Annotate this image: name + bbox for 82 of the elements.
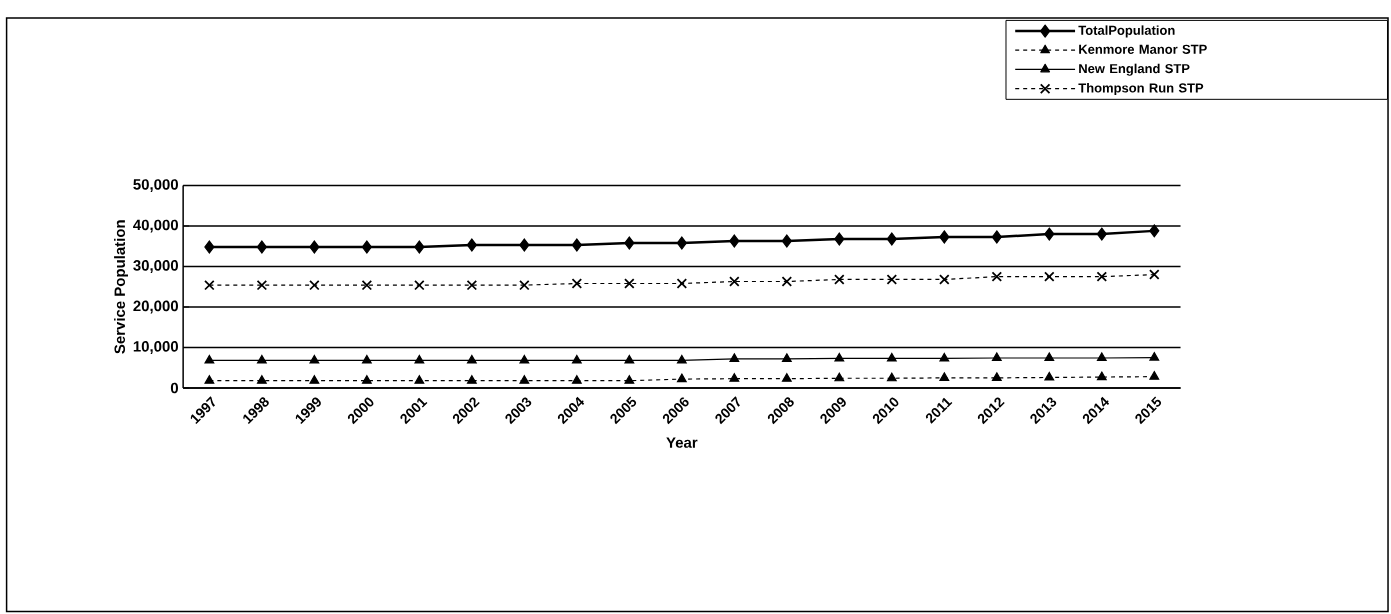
point [729,372,740,382]
y-tick-label: 10,000 [133,340,178,354]
point [1044,352,1055,361]
point [729,234,740,248]
y-tick-label: 50,000 [133,178,178,192]
y-tick-label: 20,000 [133,300,178,314]
point [991,230,1002,244]
point [939,230,950,244]
point [729,353,740,362]
point [414,279,425,290]
point [1096,227,1107,241]
point [571,374,582,384]
point [834,274,845,285]
point [939,372,950,381]
point [256,279,267,290]
point [1096,352,1107,361]
legend-label: Thompson Run STP [1078,82,1204,95]
point [414,240,425,254]
point [519,354,530,364]
point [466,354,477,364]
point [256,240,267,254]
legend-label: New England STP [1079,63,1190,76]
point [256,374,267,384]
legend-label: Kenmore Manor STP [1079,44,1207,54]
point [676,354,687,364]
point [676,373,687,382]
point [466,279,477,290]
point [1044,371,1055,381]
point [886,352,897,362]
point [834,232,845,246]
point [414,354,425,364]
point [1149,370,1160,380]
point [204,354,215,364]
point [1149,351,1160,361]
x-axis-title: Year [666,437,698,448]
point [991,271,1002,282]
point [571,238,582,252]
point [256,354,267,364]
point [729,276,740,287]
point [309,240,320,254]
point [519,238,530,252]
point [781,234,792,248]
point [1044,271,1055,282]
point [834,372,845,382]
y-tick-label: 30,000 [133,259,178,273]
point [1096,271,1107,282]
point [519,374,530,384]
y-tick-label: 0 [170,382,178,394]
point [309,354,320,364]
y-axis-title: Service Population [114,220,128,354]
point [414,374,425,384]
point [939,352,950,362]
point [624,236,635,250]
point [466,238,477,252]
point [1149,224,1160,238]
point [466,374,477,384]
y-tick-label: 40,000 [133,219,178,233]
point [676,236,687,250]
point [624,374,635,384]
point [939,274,950,285]
point [991,372,1002,381]
point [1044,227,1055,241]
legend-label: TotalPopulation [1078,25,1175,38]
point [571,354,582,364]
point [781,372,792,382]
point [204,240,215,254]
point [624,354,635,364]
point [309,374,320,384]
point [886,232,897,246]
point [361,240,372,254]
point [624,278,635,289]
point [361,354,372,364]
point [834,352,845,362]
point [361,374,372,384]
point [1149,269,1160,280]
point [781,353,792,362]
point [991,352,1002,361]
point [361,279,372,290]
point [1096,371,1107,380]
point [886,372,897,382]
point [519,279,530,290]
point [204,374,215,384]
